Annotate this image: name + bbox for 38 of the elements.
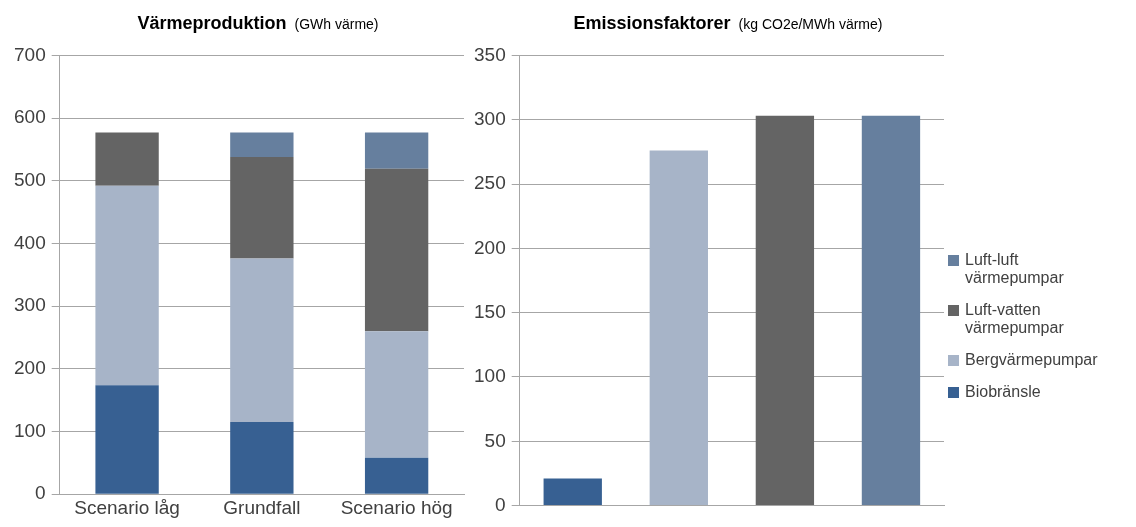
bar	[230, 258, 294, 423]
bar	[364, 457, 429, 494]
bar	[230, 132, 294, 157]
bar	[95, 185, 159, 386]
y-tick-label: 700	[14, 43, 46, 65]
y-tick-label: 150	[474, 300, 506, 322]
legend-label: Luft-vatten värmepumpar	[965, 300, 1065, 337]
bar	[364, 168, 429, 332]
y-tick-label: 200	[474, 236, 506, 258]
y-tick-label: 100	[14, 419, 46, 441]
y-tick-label: 50	[484, 429, 506, 451]
bar	[230, 422, 294, 494]
y-tick-label: 0	[495, 493, 506, 515]
y-tick-label: 0	[35, 482, 46, 504]
y-tick-label: 300	[474, 107, 506, 129]
chart-subtitle: (GWh värme)	[294, 16, 379, 32]
bar	[364, 132, 429, 169]
bar	[95, 385, 159, 494]
legend-label: Biobränsle	[965, 382, 1042, 401]
y-tick-label: 200	[14, 357, 46, 379]
x-tick-label: Grundfall	[223, 496, 301, 518]
y-tick-label: 100	[474, 365, 506, 387]
y-tick-label: 250	[474, 172, 506, 194]
x-tick-label: Scenario låg	[74, 496, 180, 518]
y-tick-label: 400	[14, 231, 46, 253]
y-tick-label: 350	[474, 43, 506, 65]
chart-subtitle: (kg CO2e/MWh värme)	[738, 16, 883, 32]
bar	[95, 132, 159, 186]
chart-title: Emissionsfaktorer	[573, 13, 731, 33]
y-tick-label: 300	[14, 294, 46, 316]
y-tick-label: 600	[14, 106, 46, 128]
bar	[230, 156, 294, 259]
legend-label: Bergvärmepumpar	[965, 350, 1098, 369]
x-tick-label: Scenario hög	[340, 496, 453, 518]
y-tick-label: 500	[14, 169, 46, 191]
chart-title: Värmeproduktion	[137, 13, 287, 33]
bar	[364, 331, 429, 458]
legend-label: Luft-luft värmepumpar	[965, 250, 1065, 287]
